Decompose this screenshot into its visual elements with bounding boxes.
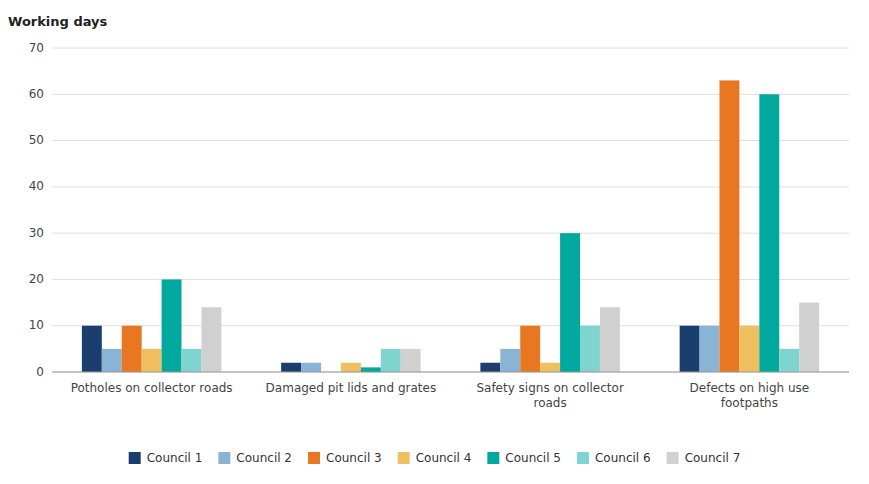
legend-label: Council 7 <box>685 451 741 465</box>
grid-line <box>52 372 849 373</box>
y-tick-label: 30 <box>29 226 44 240</box>
legend-swatch <box>487 452 499 464</box>
bar <box>162 279 182 372</box>
bar <box>580 326 600 372</box>
y-axis-label: Working days <box>8 14 108 29</box>
bar <box>142 349 162 372</box>
bars <box>82 80 819 372</box>
bar <box>799 303 819 372</box>
bar <box>680 326 700 372</box>
legend-label: Council 5 <box>505 451 561 465</box>
x-axis-line <box>52 372 849 373</box>
x-axis: Potholes on collector roads Damaged pit l… <box>52 372 849 410</box>
bar <box>341 363 361 372</box>
legend-swatch <box>308 452 320 464</box>
bar <box>739 326 759 372</box>
grid <box>52 48 849 372</box>
bar <box>401 349 421 372</box>
bar <box>102 349 122 372</box>
bar <box>759 94 779 372</box>
bar <box>281 363 301 372</box>
legend-swatch <box>398 452 410 464</box>
bar <box>82 326 102 372</box>
legend-label: Council 1 <box>147 451 203 465</box>
legend-label: Council 2 <box>236 451 292 465</box>
legend-label: Council 6 <box>595 451 651 465</box>
x-tick-label: Safety signs on collectorroads <box>476 381 623 410</box>
legend-swatch <box>129 452 141 464</box>
bar <box>700 326 720 372</box>
x-tick-label: Potholes on collector roads <box>71 381 233 395</box>
bar <box>122 326 142 372</box>
bar <box>540 363 560 372</box>
legend-swatch <box>218 452 230 464</box>
y-tick-label: 70 <box>29 41 44 55</box>
chart-container: 0 10 20 30 40 50 60 70 Working days Potholes on c… <box>0 0 869 484</box>
bar <box>600 307 620 372</box>
y-tick-label: 60 <box>29 87 44 101</box>
bar <box>500 349 520 372</box>
legend-item: Council 5 <box>487 451 561 465</box>
bar <box>480 363 500 372</box>
legend-item: Council 1 <box>129 451 203 465</box>
bar <box>182 349 202 372</box>
y-tick-label: 50 <box>29 133 44 147</box>
legend-item: Council 3 <box>308 451 382 465</box>
legend-label: Council 4 <box>416 451 472 465</box>
legend-label: Council 3 <box>326 451 382 465</box>
bar <box>520 326 540 372</box>
legend-item: Council 6 <box>577 451 651 465</box>
x-tick-label: Defects on high usefootpaths <box>690 381 810 410</box>
grid-line <box>52 48 849 49</box>
bar <box>719 80 739 372</box>
legend-item: Council 2 <box>218 451 292 465</box>
y-tick-label: 20 <box>29 272 44 286</box>
bar <box>201 307 221 372</box>
legend-swatch <box>577 452 589 464</box>
legend: Council 1 Council 2 Council 3 Council 4 Coun… <box>129 451 741 465</box>
bar <box>779 349 799 372</box>
bar <box>361 367 381 372</box>
chart: 0 10 20 30 40 50 60 70 Working days Potholes on c… <box>0 0 869 484</box>
y-tick-label: 0 <box>36 365 44 379</box>
bar <box>560 233 580 372</box>
y-tick-label: 40 <box>29 179 44 193</box>
legend-item: Council 4 <box>398 451 472 465</box>
bar <box>381 349 401 372</box>
x-tick-label: Damaged pit lids and grates <box>266 381 437 395</box>
legend-item: Council 7 <box>667 451 741 465</box>
legend-swatch <box>667 452 679 464</box>
y-axis: 0 10 20 30 40 50 60 70 <box>29 41 44 379</box>
y-tick-label: 10 <box>29 318 44 332</box>
bar <box>301 363 321 372</box>
